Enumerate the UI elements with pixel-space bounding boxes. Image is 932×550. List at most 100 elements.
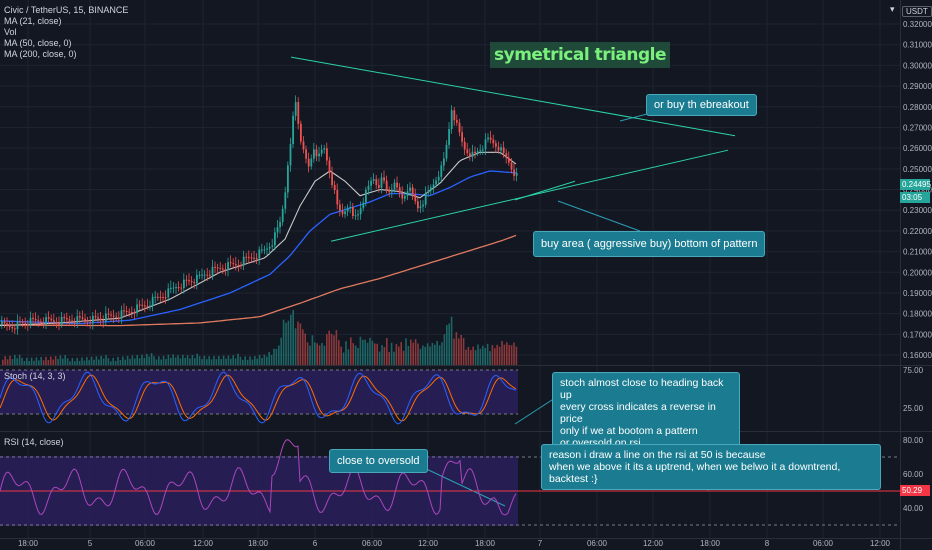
volume-bar — [383, 347, 386, 365]
candle-body — [201, 274, 203, 276]
volume-bar — [150, 353, 153, 365]
candle-body — [310, 158, 313, 167]
currency-dropdown-icon[interactable]: ▾ — [890, 4, 895, 14]
candle-body — [487, 137, 489, 140]
price-tick-label: 0.31000 — [903, 41, 932, 50]
volume-bar — [335, 330, 338, 365]
annotation-breakout[interactable]: or buy th ebreakout — [646, 94, 757, 116]
countdown-tag: 03:05 — [900, 192, 930, 203]
volume-bar — [98, 359, 100, 365]
candle-body — [198, 274, 201, 276]
candle-body — [492, 139, 495, 144]
candle-body — [216, 267, 219, 269]
volume-bar — [366, 342, 369, 365]
annotation-buy-area[interactable]: buy area ( aggressive buy) bottom of pat… — [533, 231, 766, 257]
candle-body — [432, 184, 435, 188]
candle-body — [203, 274, 206, 276]
candle-body — [21, 322, 24, 324]
candle-body — [261, 249, 263, 251]
candle-body — [500, 147, 502, 151]
volume-bar — [172, 354, 174, 365]
candle-body — [167, 288, 170, 298]
volume-bar — [57, 359, 59, 365]
volume-bar — [294, 328, 297, 365]
annotation-rsi[interactable]: reason i draw a line on the rsi at 50 is… — [541, 444, 881, 490]
volume-bar — [182, 354, 184, 365]
volume-bar — [510, 345, 513, 365]
volume-bar — [486, 343, 489, 365]
candle-body — [484, 139, 487, 150]
volume-bar — [280, 337, 282, 365]
volume-bar — [261, 358, 263, 365]
legend-ma50[interactable]: MA (50, close, 0) — [4, 38, 72, 48]
volume-bar — [215, 359, 218, 365]
price-tick-label: 0.28000 — [903, 103, 932, 112]
volume-bar — [206, 359, 208, 365]
candle-body — [136, 304, 138, 313]
candle-body — [47, 317, 50, 319]
candle-body — [453, 110, 456, 121]
candle-body — [227, 262, 229, 270]
volume-bar — [11, 359, 14, 365]
candle-body — [8, 325, 11, 328]
volume-bar — [369, 337, 371, 365]
volume-bar — [273, 348, 275, 365]
volume-bar — [491, 345, 494, 365]
candle-body — [242, 256, 245, 266]
candle-body — [328, 160, 331, 173]
volume-bar — [374, 343, 376, 365]
candle-body — [258, 249, 261, 259]
annotation-oversold[interactable]: close to oversold — [329, 449, 428, 473]
legend-ma21[interactable]: MA (21, close) — [4, 16, 62, 26]
candle-body — [489, 137, 492, 140]
volume-bar — [64, 355, 66, 365]
volume-bar — [33, 360, 35, 365]
volume-bar — [362, 339, 364, 365]
annotation-buy-area-text: buy area ( aggressive buy) bottom of pat… — [541, 238, 758, 250]
price-tick-label: 0.30000 — [903, 61, 932, 70]
candle-body — [370, 180, 372, 186]
volume-bar — [376, 343, 378, 365]
annotation-stoch[interactable]: stoch almost close to heading back up ev… — [552, 372, 740, 454]
volume-bar — [184, 358, 186, 365]
candle-body — [515, 172, 518, 176]
candle-body — [458, 122, 461, 133]
legend-vol[interactable]: Vol — [4, 27, 17, 37]
time-tick-label: 12:00 — [870, 539, 891, 548]
candle-body — [89, 321, 92, 324]
candle-body — [255, 258, 258, 260]
candle-body — [367, 185, 370, 190]
volume-bar — [316, 343, 318, 365]
rsi-pane-label[interactable]: RSI (14, close) — [4, 437, 64, 447]
legend-ma200[interactable]: MA (200, close, 0) — [4, 49, 77, 59]
price-tick-label: 0.16000 — [903, 351, 932, 360]
candle-body — [16, 321, 19, 330]
volume-bar — [323, 345, 326, 365]
volume-bar — [136, 355, 138, 365]
candle-body — [209, 274, 211, 276]
stoch-pane-label[interactable]: Stoch (14, 3, 3) — [4, 371, 66, 381]
volume-bar — [345, 341, 347, 365]
volume-bar — [333, 335, 335, 365]
last-price-tag: 0.24495 — [900, 179, 931, 190]
annotation-title[interactable]: symetrical triangle — [490, 42, 671, 68]
legend-symbol[interactable]: Civic / TetherUS, 15, BINANCE — [4, 5, 129, 15]
volume-bar — [263, 354, 266, 365]
candle-body — [372, 179, 375, 181]
candle-body — [427, 190, 430, 193]
time-tick-label: 18:00 — [475, 539, 496, 548]
candle-body — [391, 189, 393, 193]
candle-body — [146, 305, 149, 307]
rsi-tick-label: 80.00 — [903, 436, 924, 445]
volume-bar — [506, 342, 508, 365]
annotation-stoch-line-1: stoch almost close to heading back up — [560, 377, 724, 401]
volume-bar — [129, 358, 131, 365]
candle-body — [359, 208, 362, 215]
volume-bar — [398, 346, 400, 365]
annotation-oversold-text: close to oversold — [337, 455, 420, 467]
candle-body — [294, 102, 297, 116]
volume-bar — [165, 359, 167, 365]
volume-bar — [407, 346, 410, 365]
currency-tag[interactable]: USDT — [902, 6, 932, 17]
volume-bar — [256, 358, 258, 365]
